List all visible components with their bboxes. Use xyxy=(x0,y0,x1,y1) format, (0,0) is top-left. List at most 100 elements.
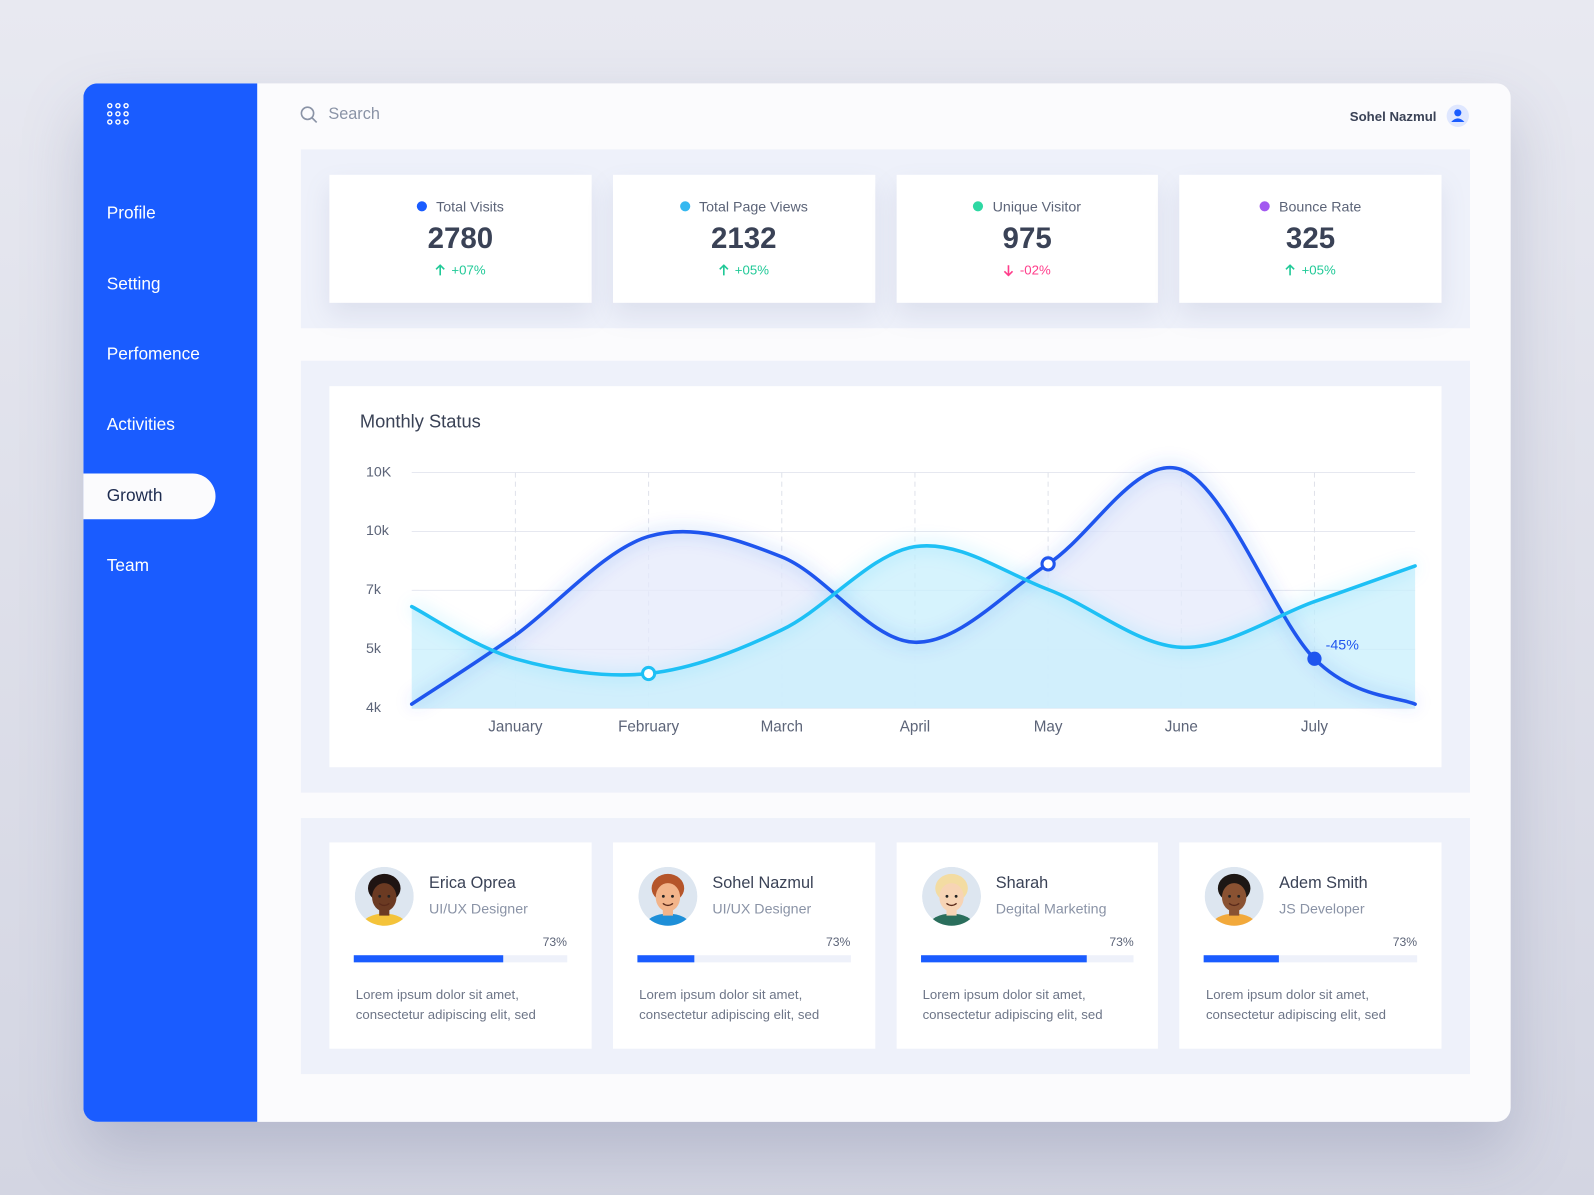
highlight-point xyxy=(1040,556,1056,572)
progress-track xyxy=(1203,955,1418,963)
stat-label-row: Total Page Views xyxy=(613,198,875,214)
progress-fill xyxy=(1203,955,1279,963)
description-line: Lorem ipsum dolor sit amet, xyxy=(355,986,519,1002)
stat-label-row: Total Visits xyxy=(329,198,591,214)
menu-item[interactable]: Perfomence xyxy=(106,344,200,364)
stat-change-row: +07% xyxy=(329,262,591,277)
description-line: consectetur adipiscing elit, sed xyxy=(355,1007,536,1023)
description-line: Lorem ipsum dolor sit amet, xyxy=(1205,986,1370,1002)
stat-change-row: +05% xyxy=(1180,262,1442,277)
stat-dot xyxy=(679,201,690,212)
highlight-point xyxy=(1307,651,1322,666)
description-line: Lorem ipsum dolor sit amet, xyxy=(639,986,803,1002)
member-description: Lorem ipsum dolor sit amet, consectetur a… xyxy=(1206,985,1386,1026)
user-name: Sohel Nazmul xyxy=(1349,108,1437,124)
apps-icon[interactable] xyxy=(107,102,129,125)
avatar xyxy=(1204,866,1264,926)
menu-item[interactable]: Team xyxy=(106,555,150,576)
progress-label: 73% xyxy=(1109,934,1134,950)
x-tick-label: June xyxy=(1165,719,1198,736)
stat-value: 975 xyxy=(1002,222,1052,256)
stat-label: Total Page Views xyxy=(698,198,808,215)
y-tick-label: 4k xyxy=(366,700,382,716)
stat-value: 2132 xyxy=(710,222,777,256)
team-card: Sharah Degital Marketing 73% Lorem ipsum do… xyxy=(896,842,1159,1049)
series-line xyxy=(409,544,1417,677)
highlight-point xyxy=(640,665,657,682)
progress-label: 73% xyxy=(1392,934,1418,950)
stat-change: +05% xyxy=(734,262,769,278)
x-tick-label: July xyxy=(1301,719,1328,736)
menu-item[interactable]: Growth xyxy=(106,485,163,506)
description-line: Lorem ipsum dolor sit amet, xyxy=(922,986,1086,1002)
x-tick-label: March xyxy=(761,719,803,736)
stat-label: Total Visits xyxy=(436,198,504,215)
avatar xyxy=(354,866,414,926)
member-role: UI/UX Designer xyxy=(712,900,812,917)
x-tick-label: February xyxy=(618,719,679,736)
search-box[interactable]: Search xyxy=(300,106,380,124)
member-name: Sharah xyxy=(995,874,1049,893)
stat-card: Total Visits 2780 +07% xyxy=(329,174,592,303)
menu-item[interactable]: Profile xyxy=(106,203,156,223)
member-role: JS Developer xyxy=(1279,900,1365,917)
chart-panel: Monthly Status 4k 5k 7k 10k 10K January Februa… xyxy=(300,360,1471,793)
chart-title: Monthly Status xyxy=(360,411,481,432)
x-tick-label: January xyxy=(488,719,543,736)
stat-change: -02% xyxy=(1019,262,1051,278)
arrow-down xyxy=(1004,264,1014,276)
menu-item[interactable]: Activities xyxy=(106,414,175,434)
sidebar: Profile Setting Perfomence Activities Growth… xyxy=(83,83,258,1122)
stat-change: +05% xyxy=(1301,262,1336,278)
arrow-up xyxy=(1285,263,1296,275)
progress-label: 73% xyxy=(542,934,568,950)
chart: Monthly Status 4k 5k 7k 10k 10K January Februa… xyxy=(360,411,1418,736)
stat-card: Unique Visitor 975 -02% xyxy=(896,174,1159,303)
member-name: Erica Oprea xyxy=(429,874,516,893)
y-tick-label: 7k xyxy=(366,582,382,598)
progress-track xyxy=(353,955,568,963)
progress-fill xyxy=(353,955,504,963)
member-role: UI/UX Designer xyxy=(429,900,528,917)
stat-value: 325 xyxy=(1285,222,1336,256)
user-icon xyxy=(1446,104,1469,128)
annotation: -45% xyxy=(1326,637,1360,653)
progress-fill xyxy=(637,955,695,963)
member-description: Lorem ipsum dolor sit amet, consectetur a… xyxy=(639,985,819,1026)
user-menu[interactable]: Sohel Nazmul xyxy=(1350,104,1470,128)
stat-label: Bounce Rate xyxy=(1279,198,1362,215)
member-role: Degital Marketing xyxy=(995,900,1107,917)
team-card: Adem Smith JS Developer 73% Lorem ipsum dol… xyxy=(1179,842,1442,1049)
series-line xyxy=(409,465,1417,706)
member-description: Lorem ipsum dolor sit amet, consectetur a… xyxy=(923,985,1103,1026)
y-tick-label: 10k xyxy=(366,523,390,539)
app-window: Profile Setting Perfomence Activities Growth… xyxy=(83,83,1511,1122)
description-line: consectetur adipiscing elit, sed xyxy=(1205,1007,1386,1023)
stat-dot xyxy=(416,201,428,212)
avatar xyxy=(638,866,698,926)
stat-card: Total Page Views 2132 +05% xyxy=(612,174,875,303)
stat-dot xyxy=(1259,201,1270,212)
stat-dot xyxy=(973,201,984,212)
member-description: Lorem ipsum dolor sit amet, consectetur a… xyxy=(356,985,536,1026)
progress-fill xyxy=(920,955,1087,963)
arrow-up xyxy=(435,263,445,275)
stat-label: Unique Visitor xyxy=(992,198,1081,215)
stat-change-row: -02% xyxy=(896,262,1158,277)
search-placeholder: Search xyxy=(328,105,380,123)
stats-panel: Total Visits 2780 +07% Total Page Views 2132… xyxy=(300,149,1471,329)
y-tick-label: 5k xyxy=(366,641,382,657)
team-panel: Erica Oprea UI/UX Designer 73% Lorem ipsum … xyxy=(300,818,1471,1075)
progress-track xyxy=(920,955,1134,963)
stat-change-row: +05% xyxy=(613,262,875,277)
menu-item[interactable]: Setting xyxy=(106,274,161,294)
series-area xyxy=(411,545,1416,709)
menu-active-pill xyxy=(83,473,216,520)
x-tick-label: May xyxy=(1034,719,1063,736)
avatar xyxy=(921,866,981,926)
stat-value: 2780 xyxy=(427,222,494,256)
progress-label: 73% xyxy=(825,934,851,950)
progress-track xyxy=(637,955,851,963)
